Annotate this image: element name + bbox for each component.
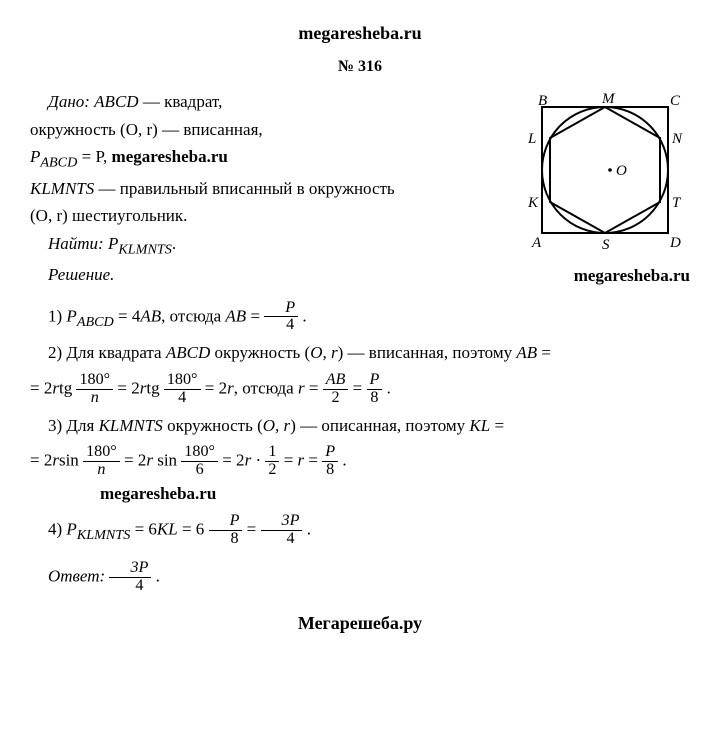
label-D: D bbox=[669, 235, 681, 251]
step-3: 3) Для KLMNTS окружность (O, r) — описан… bbox=[30, 413, 690, 439]
label-M: M bbox=[601, 91, 616, 107]
label-S: S bbox=[602, 237, 610, 253]
step-1: 1) PABCD = 4AB, отсюда AB = P4 . bbox=[30, 300, 690, 335]
figure-watermark: megaresheba.ru bbox=[520, 263, 690, 289]
label-T: T bbox=[672, 195, 682, 211]
inline-watermark: megaresheba.ru bbox=[112, 147, 228, 166]
problem-number: № 316 bbox=[30, 55, 690, 79]
footer: Мегарешеба.ру bbox=[30, 610, 690, 637]
answer-line: Ответ: 3P4 . bbox=[30, 560, 690, 595]
figure-block: B M C L N O K T A S D megaresheba.ru bbox=[520, 89, 690, 289]
label-K: K bbox=[527, 195, 539, 211]
content: B M C L N O K T A S D megaresheba.ru Дан… bbox=[30, 89, 690, 595]
label-O: O bbox=[616, 163, 627, 179]
geometry-figure: B M C L N O K T A S D bbox=[520, 89, 690, 259]
label-A: A bbox=[531, 235, 542, 251]
label-N: N bbox=[671, 131, 683, 147]
label-L: L bbox=[527, 131, 536, 147]
step-2-line2: = 2rtg 180°n = 2rtg 180°4 = 2r, отсюда r… bbox=[30, 372, 690, 407]
mid-watermark: megaresheba.ru bbox=[30, 481, 690, 507]
step-4: 4) PKLMNTS = 6KL = 6 P8 = 3P4 . bbox=[30, 513, 690, 548]
label-B: B bbox=[538, 93, 547, 109]
step-2: 2) Для квадрата ABCD окружность (O, r) —… bbox=[30, 340, 690, 366]
step-3-line2: = 2rsin 180°n = 2r sin 180°6 = 2r · 12 =… bbox=[30, 444, 690, 479]
label-C: C bbox=[670, 93, 681, 109]
header-site: megaresheba.ru bbox=[30, 20, 690, 47]
